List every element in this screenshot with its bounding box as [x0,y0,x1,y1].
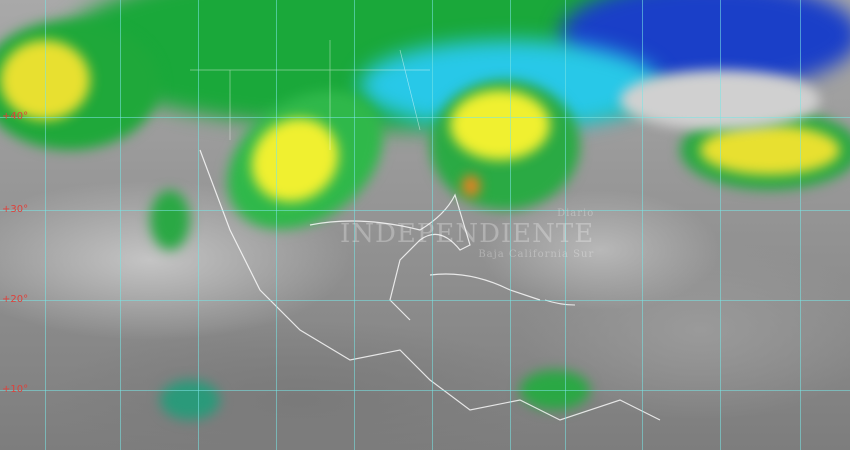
longitude-line [510,0,511,450]
longitude-line [642,0,643,450]
longitude-line [276,0,277,450]
longitude-line [565,0,566,450]
latitude-label-40: +40° [2,111,29,122]
longitude-line [432,0,433,450]
longitude-line [800,0,801,450]
cloud-mexico-west [150,190,190,250]
latitude-label-10: +10° [2,384,29,395]
latitude-line-20 [0,300,850,301]
latitude-line-30 [0,210,850,211]
cloud-pacific [160,380,220,420]
latitude-label-30: +30° [2,204,29,215]
longitude-line [354,0,355,450]
latitude-line-40 [0,117,850,118]
longitude-line [120,0,121,450]
watermark-logo: Diario INDEPENDIENTE Baja California Sur [340,208,595,260]
longitude-line [45,0,46,450]
latitude-label-20: +20° [2,294,29,305]
cloud-atlantic-yellow [700,125,840,175]
longitude-line [720,0,721,450]
longitude-line [198,0,199,450]
cloud-east-yellow [450,90,550,160]
latitude-line-10 [0,390,850,391]
cloud-east-orange [462,175,480,197]
